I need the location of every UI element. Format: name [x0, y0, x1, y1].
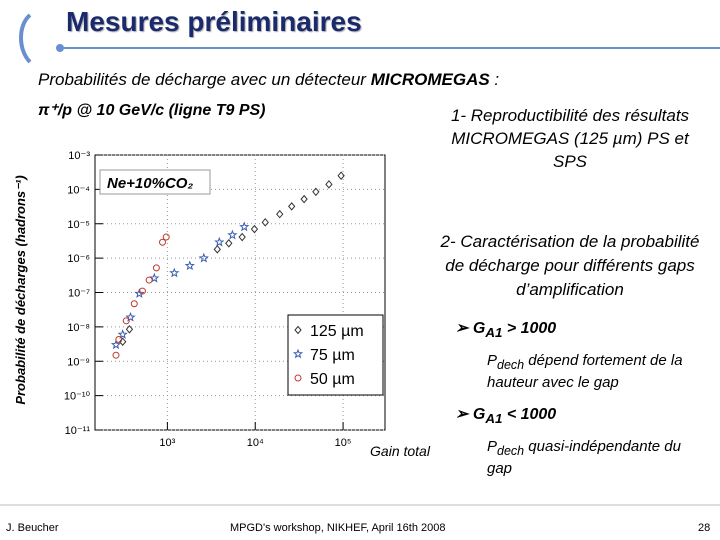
x-tick-label: 10⁴ [247, 437, 264, 449]
point [261, 218, 269, 227]
point [125, 325, 134, 334]
point [115, 335, 123, 343]
text: < 1000 [506, 406, 557, 423]
legend-marker [294, 374, 302, 382]
point [198, 252, 209, 263]
symbol: G [472, 320, 486, 337]
annotation: Ne+10%CO₂ [107, 175, 193, 192]
symbol: P [487, 438, 498, 455]
point [225, 239, 233, 248]
intro-text: Probabilités de décharge avec un détecte… [38, 70, 366, 89]
point [238, 232, 246, 242]
legend-label: 125 µm [310, 323, 364, 340]
point [149, 272, 160, 283]
point [117, 329, 128, 339]
point-1: 1- Reproductibilité des résultats MICROM… [450, 106, 690, 171]
x-tick-label: 10³ [159, 437, 175, 449]
text: quasi-indépendante du gap [487, 438, 681, 477]
event: MPGD's workshop, NIKHEF, April 16th 2008 [230, 522, 446, 534]
legend-label: 75 µm [310, 347, 355, 364]
legend-box [287, 314, 384, 396]
y-tick-label: 10⁻⁴ [67, 184, 90, 196]
beam: π⁺/p @ 10 GeV/c (ligne T9 PS) [38, 102, 266, 119]
point [119, 337, 127, 346]
y-tick-label: 10⁻⁸ [67, 322, 90, 334]
y-tick-label: 10⁻⁵ [67, 219, 90, 231]
y-axis-label: Probabilité de décharges (hadrons⁻¹) [13, 175, 28, 404]
subscript: dech [497, 444, 525, 458]
text: > 1000 [506, 320, 557, 337]
point [184, 260, 195, 271]
y-tick-label: 10⁻³ [68, 150, 90, 162]
intro-bold: MICROMEGAS [370, 70, 490, 89]
subscript: dech [497, 358, 525, 372]
point [213, 245, 221, 254]
x-tick-label: 10⁵ [335, 437, 352, 449]
logo [19, 13, 32, 64]
author: J. Beucher [6, 522, 59, 534]
case-1: ➢ GA1 > 1000 [455, 320, 557, 341]
intro-end: : [494, 70, 500, 89]
x-axis-label: Gain total [370, 443, 431, 459]
point [227, 229, 238, 240]
page-number: 28 [698, 522, 711, 534]
case-1-note: Pdech dépend fortement de la hauteur ave… [487, 352, 707, 392]
subscript: A1 [485, 411, 503, 427]
legend-label: 50 µm [310, 371, 355, 388]
y-tick-label: 10⁻¹⁰ [64, 391, 91, 403]
legend-marker [294, 325, 302, 335]
point [300, 194, 308, 204]
point [250, 224, 259, 234]
symbol: P [487, 352, 498, 369]
point [112, 351, 120, 359]
annotation-box [99, 169, 211, 195]
point [288, 202, 296, 211]
point [214, 236, 225, 247]
text: dépend fortement de la hauteur avec le g… [487, 352, 683, 391]
legend-marker [292, 348, 304, 359]
title-dot [56, 44, 64, 52]
subscript: A1 [485, 325, 503, 341]
y-tick-label: 10⁻⁹ [67, 356, 90, 368]
case-2-note: Pdech quasi-indépendante du gap [487, 438, 707, 478]
point [325, 180, 333, 189]
point [276, 209, 284, 219]
point [159, 238, 167, 246]
point [337, 171, 345, 180]
point [110, 339, 122, 350]
symbol: G [472, 406, 486, 423]
point [130, 300, 138, 308]
point [152, 264, 160, 272]
slide-title: Mesures préliminaires [66, 6, 362, 37]
point [162, 233, 170, 241]
point [145, 276, 153, 284]
point [122, 317, 130, 325]
y-tick-label: 10⁻⁷ [68, 288, 90, 300]
y-tick-label: 10⁻⁶ [67, 253, 90, 265]
point [312, 187, 320, 197]
point [239, 221, 250, 232]
point [134, 288, 145, 298]
point [169, 267, 180, 278]
case-2: ➢ GA1 < 1000 [455, 406, 557, 427]
intro: Probabilités de décharge avec un détecte… [38, 70, 499, 90]
point-2: 2- Caractérisation de la probabilité de … [440, 232, 700, 299]
point [125, 311, 136, 322]
y-tick-label: 10⁻¹¹ [65, 425, 91, 437]
point [138, 287, 146, 295]
